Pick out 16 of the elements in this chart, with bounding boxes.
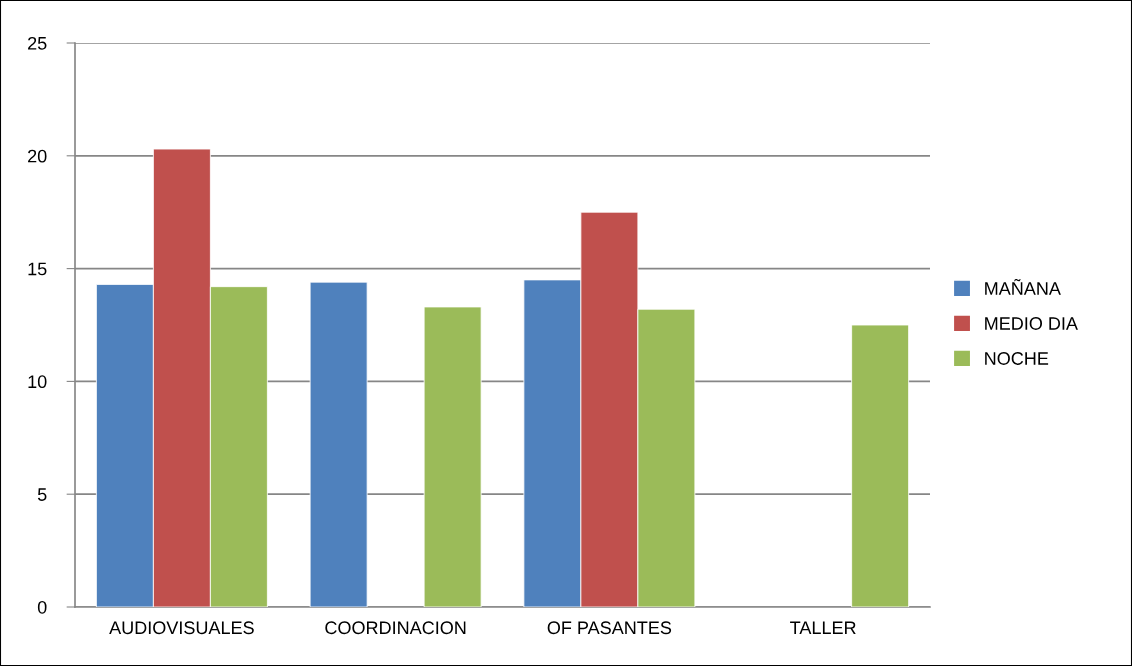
legend-label: NOCHE [985,352,1049,365]
bar [851,324,910,607]
x-tick-label: OF PASANTES [547,621,672,635]
y-tick-label: 10 [28,375,47,389]
y-tick-label: 25 [28,36,47,50]
legend-label: MEDIO DIA [985,317,1078,330]
bar [423,306,482,607]
x-tick-label: AUDIOVISUALES [109,621,254,635]
x-tick-label: COORDINACION [325,621,466,635]
x-tick-label: TALLER [790,621,856,634]
y-tick-label: 15 [28,262,47,276]
bar [309,281,368,607]
y-tick-label: 0 [37,600,47,614]
legend-label: MAÑANA [985,278,1061,295]
y-tick-label: 20 [28,149,47,163]
y-tick-label: 5 [37,488,47,501]
